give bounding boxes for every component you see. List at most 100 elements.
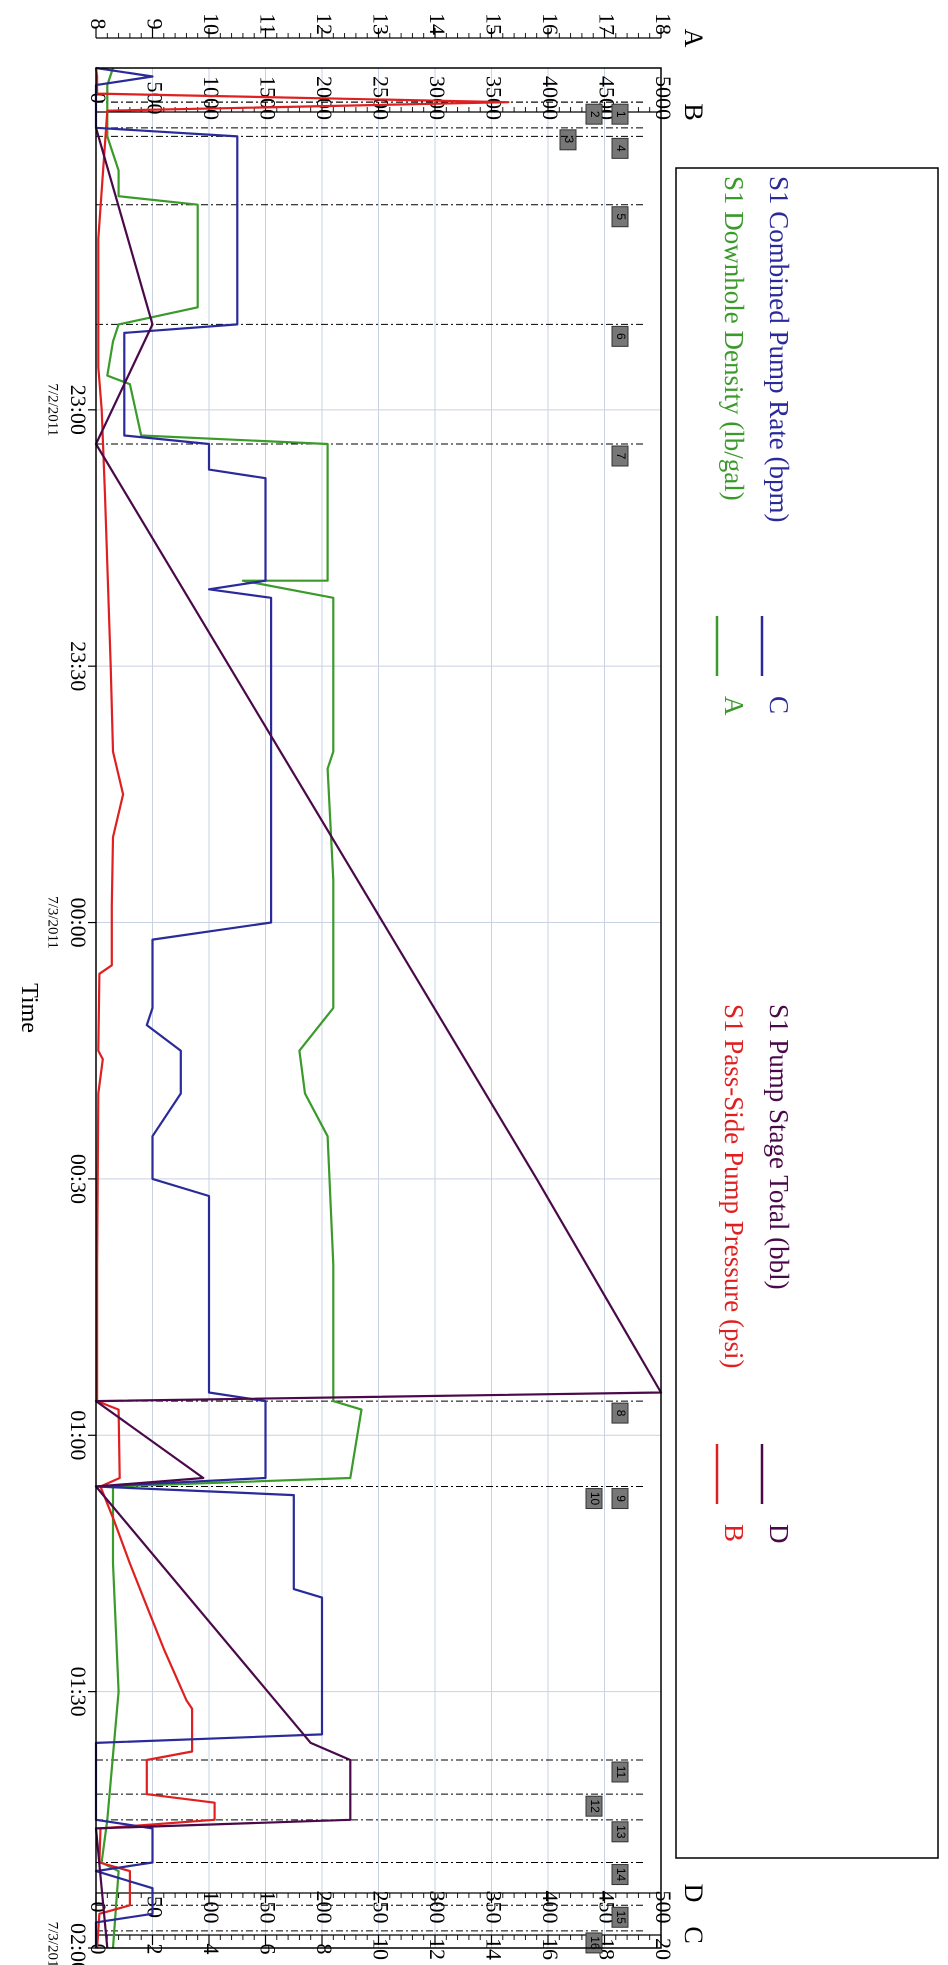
event-id: 5 (614, 213, 628, 220)
axis-letter: D (679, 1884, 708, 1903)
event-id: 8 (614, 1410, 628, 1417)
x-axis-title: Time (16, 983, 42, 1033)
time-tick-label: 23:00 (66, 385, 91, 435)
event-id: 1 (614, 111, 628, 118)
legend-entry: S1 Downhole Density (lb/gal) A (715, 176, 749, 716)
axis-tick-label: 6 (255, 1944, 280, 1955)
event-flag (611, 206, 629, 228)
event-flag (611, 1821, 629, 1843)
event-id: 2 (588, 111, 602, 118)
axis-letter: B (679, 103, 708, 120)
axis-tick-label: 12 (312, 13, 337, 35)
axis-tick-label: 17 (594, 13, 619, 35)
event-id: 4 (614, 145, 628, 152)
event-marker: 8 (96, 1400, 645, 1424)
axis-tick-label: 15 (481, 13, 506, 35)
event-id: 3 (562, 136, 576, 143)
event-marker: 10 (96, 1486, 645, 1510)
axis-tick-label: 18 (651, 13, 676, 35)
axis-tick-label: 0 (86, 1944, 111, 1955)
legend-label: S1 Combined Pump Rate (bpm) (764, 176, 794, 523)
event-marker: 2 (96, 101, 645, 125)
legend-axis-letter: C (764, 696, 794, 714)
event-id: 14 (614, 1868, 628, 1882)
axis-tick-label: 50 (142, 1896, 167, 1918)
axis-tick-label: 0 (86, 93, 111, 104)
axis-tick-label: 11 (255, 13, 280, 34)
axis-D: 0 50 100 150 200 250 300 350 400 450 500 D (86, 1884, 708, 1924)
axis-tick-label: 350 (481, 1891, 506, 1924)
axis-tick-label: 400 (538, 1891, 563, 1924)
event-id: 9 (614, 1495, 628, 1502)
event-id: 13 (614, 1825, 628, 1839)
axis-tick-label: 100 (199, 1891, 224, 1924)
axis-tick-label: 0 (86, 1902, 111, 1913)
time-tick-label: 01:00 (66, 1410, 91, 1460)
event-id: 12 (588, 1800, 602, 1814)
event-marker: 3 (96, 127, 645, 151)
event-marker: 14 (96, 1862, 645, 1886)
time-date-label: 7/3/2011 (45, 896, 61, 949)
axis-tick-label: 16 (538, 1938, 563, 1960)
legend-axis-letter: A (719, 696, 749, 716)
event-id: 15 (614, 1911, 628, 1925)
legend-entry: S1 Pass-Side Pump Pressure (psi) B (715, 1004, 749, 1542)
event-flag (611, 137, 629, 159)
axis-tick-label: 250 (368, 1891, 393, 1924)
event-flag (611, 1906, 629, 1928)
event-marker: 4 (96, 135, 645, 159)
event-flag (611, 325, 629, 347)
axis-tick-label: 4 (199, 1944, 224, 1955)
legend-entry: S1 Pump Stage Total (bbl) D (760, 1004, 794, 1544)
axis-tick-label: 10 (199, 13, 224, 35)
event-marker: 15 (96, 1904, 645, 1928)
axis-tick-label: 3500 (481, 76, 506, 120)
event-flag (559, 129, 577, 151)
event-flag (611, 103, 629, 125)
legend-label: S1 Downhole Density (lb/gal) (719, 176, 749, 501)
event-marker: 11 (96, 1759, 645, 1783)
axis-tick-label: 20 (651, 1938, 676, 1960)
axis-B: 0 500 1000 1500 2000 2500 3000 3500 4000 4500 5000… (86, 76, 708, 121)
time-tick-label: 01:30 (66, 1667, 91, 1717)
event-marker: 5 (96, 204, 645, 228)
axis-C: 0 2 4 6 8 10 12 14 16 18 20C (86, 1926, 708, 1960)
event-id: 16 (588, 1936, 602, 1950)
time-tick-label: 00:00 (66, 897, 91, 947)
event-id: 7 (614, 453, 628, 460)
axis-tick-label: 500 (651, 1891, 676, 1924)
event-flag (611, 1864, 629, 1886)
event-marker: 6 (96, 323, 645, 347)
axis-tick-label: 4000 (538, 76, 563, 120)
axis-tick-label: 150 (255, 1891, 280, 1924)
event-flag (585, 1795, 603, 1817)
event-flag (611, 1402, 629, 1424)
time-axis: 23:00 7/2/2011 23:30 00:00 7/3/2011 00:30 01:0… (45, 383, 96, 1965)
event-marker: 12 (96, 1793, 645, 1817)
legend-entry: S1 Combined Pump Rate (bpm) C (760, 176, 794, 714)
axis-A: 8 9 10 11 12 13 14 15 16 17 18A (86, 13, 708, 48)
axis-tick-label: 9 (142, 19, 167, 30)
event-marker: 13 (96, 1819, 645, 1843)
event-marker: 16 (96, 1930, 645, 1954)
event-flag (611, 445, 629, 467)
series-line (100, 67, 363, 1949)
event-marker: 7 (96, 443, 645, 467)
time-tick-label: 23:30 (66, 641, 91, 691)
axis-tick-label: 200 (312, 1891, 337, 1924)
event-id: 10 (588, 1492, 602, 1506)
axis-tick-label: 2 (142, 1944, 167, 1955)
axis-letter: C (679, 1926, 708, 1943)
legend-axis-letter: D (764, 1524, 794, 1544)
legend-label: S1 Pump Stage Total (bbl) (764, 1004, 794, 1290)
axis-tick-label: 1000 (199, 76, 224, 120)
gridlines (96, 68, 661, 1949)
event-id: 11 (614, 1766, 628, 1779)
time-date-label: 7/3/2011 (45, 1922, 61, 1965)
axis-tick-label: 14 (481, 1938, 506, 1960)
event-flag (611, 1488, 629, 1510)
axis-tick-label: 16 (538, 13, 563, 35)
axis-tick-label: 3000 (425, 76, 450, 120)
